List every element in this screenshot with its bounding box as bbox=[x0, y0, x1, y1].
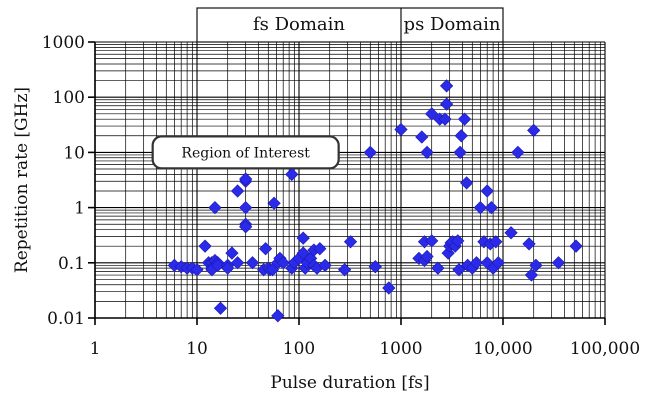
data-point bbox=[239, 200, 253, 215]
x-tick-label: 10 bbox=[186, 339, 208, 359]
data-point bbox=[208, 200, 222, 215]
data-points bbox=[167, 79, 583, 323]
axes bbox=[88, 41, 606, 325]
data-point bbox=[276, 256, 290, 270]
y-tick-labels: 0.01 0.1 1 10 100 1000 bbox=[42, 33, 85, 329]
data-point bbox=[230, 184, 245, 198]
fs-domain-label: fs Domain bbox=[253, 14, 345, 35]
data-point bbox=[469, 256, 484, 270]
data-point bbox=[439, 79, 454, 93]
data-point bbox=[267, 196, 281, 210]
y-axis-title: Repetition rate [GHz] bbox=[12, 87, 32, 273]
x-axis-title: Pulse duration [fs] bbox=[270, 373, 429, 393]
x-tick-label: 100,000 bbox=[570, 339, 640, 359]
data-point bbox=[454, 129, 468, 143]
data-point bbox=[211, 258, 225, 272]
data-point bbox=[451, 234, 465, 248]
region-of-interest-label: Region of Interest bbox=[181, 145, 310, 161]
data-point bbox=[473, 200, 487, 215]
data-point bbox=[425, 234, 439, 248]
data-point bbox=[221, 261, 235, 275]
data-point bbox=[527, 123, 541, 138]
domain-band-box bbox=[196, 7, 504, 43]
data-point bbox=[457, 112, 472, 126]
data-point bbox=[245, 256, 260, 270]
data-point bbox=[420, 249, 434, 264]
y-tick-label: 10 bbox=[63, 143, 85, 163]
domain-band: fs Domain ps Domain bbox=[196, 7, 504, 43]
data-point bbox=[489, 235, 503, 249]
data-point bbox=[337, 263, 352, 277]
data-point bbox=[453, 145, 467, 160]
data-point bbox=[363, 145, 377, 160]
x-tick-labels: 1 10 100 1000 10,000 100,000 bbox=[90, 339, 641, 359]
data-point bbox=[296, 231, 310, 245]
data-point bbox=[452, 263, 466, 277]
data-point bbox=[271, 309, 285, 323]
data-point bbox=[239, 172, 253, 186]
data-point bbox=[504, 226, 518, 240]
data-point bbox=[368, 260, 382, 274]
y-tick-label: 100 bbox=[53, 88, 85, 108]
y-tick-label: 1 bbox=[74, 199, 85, 219]
data-point bbox=[394, 122, 408, 137]
x-tick-label: 1 bbox=[90, 339, 101, 359]
data-point bbox=[190, 263, 204, 277]
data-point bbox=[239, 220, 253, 234]
y-tick-label: 1000 bbox=[42, 33, 85, 53]
data-point bbox=[230, 256, 245, 270]
data-point bbox=[343, 235, 358, 249]
region-of-interest-box bbox=[151, 135, 340, 170]
data-point bbox=[438, 112, 452, 126]
data-point bbox=[285, 167, 299, 181]
data-point bbox=[313, 242, 327, 256]
x-tick-label: 10,000 bbox=[473, 339, 532, 359]
data-point bbox=[524, 268, 539, 282]
data-point bbox=[491, 256, 505, 270]
ps-domain-label: ps Domain bbox=[404, 14, 501, 35]
data-point bbox=[484, 200, 499, 215]
data-point bbox=[431, 261, 445, 275]
data-point bbox=[529, 258, 543, 272]
data-point bbox=[425, 107, 439, 121]
x-tick-label: 1000 bbox=[379, 339, 422, 359]
data-point bbox=[460, 176, 474, 190]
data-point bbox=[415, 130, 429, 144]
region-of-interest-annotation: Region of Interest bbox=[151, 135, 340, 170]
data-point bbox=[439, 97, 454, 111]
data-point bbox=[480, 184, 494, 198]
data-point bbox=[318, 258, 332, 272]
data-point bbox=[258, 242, 273, 256]
data-point bbox=[569, 239, 583, 253]
data-point bbox=[382, 281, 396, 295]
data-point bbox=[511, 145, 525, 160]
data-point bbox=[225, 246, 239, 260]
y-tick-label: 0.1 bbox=[58, 254, 85, 274]
data-point bbox=[551, 256, 566, 270]
data-point bbox=[522, 237, 536, 251]
x-tick-label: 100 bbox=[283, 339, 315, 359]
data-point bbox=[420, 145, 434, 160]
y-tick-label: 0.01 bbox=[47, 309, 85, 329]
data-point bbox=[213, 301, 228, 315]
data-point bbox=[198, 239, 212, 253]
